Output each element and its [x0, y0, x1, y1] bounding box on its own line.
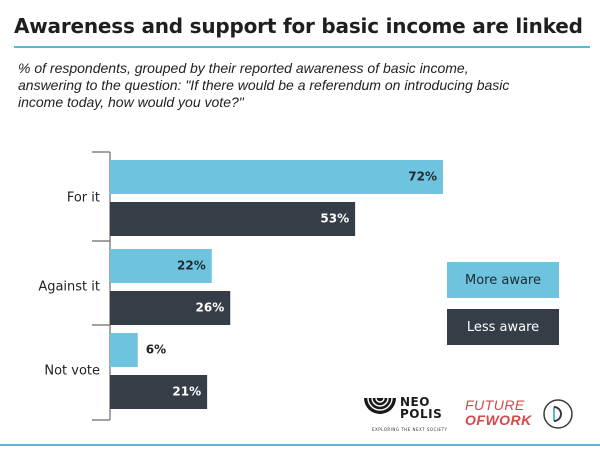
legend-more-aware: More aware: [447, 262, 559, 298]
data-label: 22%: [177, 259, 206, 273]
data-label: 72%: [408, 170, 437, 184]
bar-more-aware-0: [110, 160, 443, 194]
data-label: 53%: [320, 212, 349, 226]
neo-polis-logo-icon: [364, 397, 396, 414]
category-label: Against it: [38, 280, 100, 295]
bar-more-aware-2: [110, 333, 138, 367]
d-circle-icon: [543, 399, 573, 429]
future-of-work-logo: FUTURE OFWORK: [465, 397, 532, 428]
bar-less-aware-0: [110, 202, 356, 236]
data-label: 6%: [146, 343, 166, 357]
category-label: Not vote: [44, 364, 100, 379]
chart-title: Awareness and support for basic income a…: [14, 14, 583, 38]
legend-less-aware: Less aware: [447, 309, 559, 345]
bar-less-aware-1: [110, 291, 231, 325]
data-label: 21%: [172, 385, 201, 399]
neo-polis-tagline: EXPLORING THE NEXT SOCIETY: [372, 427, 448, 432]
bar-less-aware-2: [110, 375, 208, 409]
bar-more-aware-1: [110, 249, 212, 283]
neo-polis-logo-text: NEO POLIS: [400, 395, 443, 421]
chart-subtitle: % of respondents, grouped by their repor…: [18, 60, 510, 110]
bottom-divider: [0, 444, 600, 446]
category-label: For it: [67, 191, 100, 206]
title-divider: [14, 46, 590, 48]
data-label: 26%: [196, 301, 225, 315]
